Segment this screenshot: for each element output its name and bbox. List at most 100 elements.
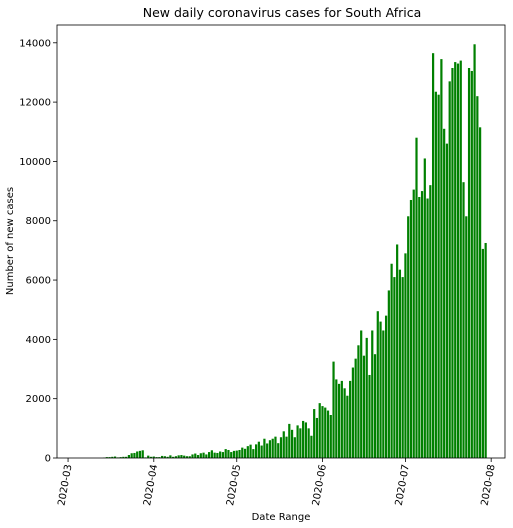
bar (302, 420, 305, 458)
bar (376, 311, 379, 458)
bar (479, 127, 482, 458)
bar (246, 446, 249, 458)
bar (196, 455, 200, 458)
bar (274, 436, 277, 458)
bar (404, 253, 407, 458)
bar (465, 216, 468, 458)
bar (219, 451, 222, 458)
y-tick-label: 6000 (26, 276, 51, 287)
x-axis-ticks: 2020-03 2020-04 2020-05 2020-06 2020-07 2020-… (56, 458, 498, 507)
bar (111, 456, 114, 458)
bar (260, 445, 263, 458)
bar (340, 380, 343, 458)
bar (459, 60, 462, 459)
bar (177, 455, 180, 458)
bar (321, 406, 324, 458)
bar (266, 443, 269, 458)
bar (349, 380, 352, 458)
bar (213, 452, 216, 458)
bar (290, 429, 294, 458)
bar (293, 437, 296, 458)
bar (205, 454, 208, 458)
bar (329, 415, 332, 458)
bar (238, 449, 241, 458)
bar (113, 456, 117, 458)
bar (343, 388, 346, 458)
bar (384, 315, 388, 458)
y-axis-ticks: 0 2000 4000 6000 8000 10000 12000 14000 (19, 38, 57, 465)
bar (332, 361, 335, 458)
bar (163, 456, 166, 458)
y-tick-label: 8000 (26, 216, 51, 227)
x-axis-label: Date Range (252, 512, 311, 523)
bar (257, 441, 260, 458)
bar (136, 451, 139, 458)
bar (122, 456, 125, 458)
bar (133, 452, 136, 458)
bar (149, 456, 153, 458)
bar (130, 453, 133, 458)
bar (127, 455, 131, 458)
bar (318, 403, 321, 458)
bar (141, 450, 144, 458)
bar (476, 96, 479, 459)
y-tick-label: 4000 (26, 335, 51, 346)
bar (185, 456, 189, 458)
bar (160, 455, 164, 458)
bar (224, 449, 227, 458)
bar (456, 63, 460, 459)
bar (199, 453, 202, 458)
bar (443, 128, 446, 459)
bar (390, 263, 393, 458)
bar (277, 443, 280, 458)
bar (232, 450, 236, 458)
bar (180, 455, 183, 458)
bar (426, 198, 429, 458)
bar (470, 70, 473, 458)
bar (241, 447, 244, 458)
bar (172, 456, 175, 458)
bar (227, 449, 230, 458)
bar (409, 199, 413, 459)
bar (169, 455, 172, 458)
bar (360, 330, 363, 458)
bar (371, 330, 374, 458)
bar (152, 456, 155, 458)
x-tick-label: 2020-04 (142, 464, 160, 507)
bar (108, 457, 111, 458)
bar (188, 456, 191, 458)
y-tick-label: 14000 (19, 38, 51, 49)
bar (285, 436, 288, 458)
bar (445, 143, 449, 458)
bar (279, 437, 283, 458)
bar (230, 452, 233, 458)
bar (125, 456, 128, 458)
bar (418, 197, 421, 458)
bar (207, 452, 211, 458)
bar (299, 428, 302, 458)
y-tick-label: 0 (45, 454, 51, 465)
bar (429, 185, 432, 458)
bar (183, 455, 186, 458)
y-tick-label: 12000 (19, 98, 51, 109)
bar (194, 453, 197, 458)
bar (382, 330, 385, 458)
x-tick-label: 2020-08 (480, 464, 498, 507)
bar (288, 423, 291, 458)
bar (357, 345, 360, 458)
bar (147, 455, 150, 458)
bar (437, 94, 440, 458)
bar (307, 428, 310, 458)
bar (268, 440, 272, 458)
bar (415, 137, 418, 458)
bar (263, 438, 266, 458)
bar (346, 395, 349, 458)
bar (412, 189, 415, 458)
bar (431, 53, 435, 459)
bar (296, 425, 299, 458)
bar (324, 407, 327, 458)
bar (235, 450, 238, 458)
bar (191, 454, 194, 458)
bar (335, 379, 338, 458)
bar (373, 354, 377, 458)
